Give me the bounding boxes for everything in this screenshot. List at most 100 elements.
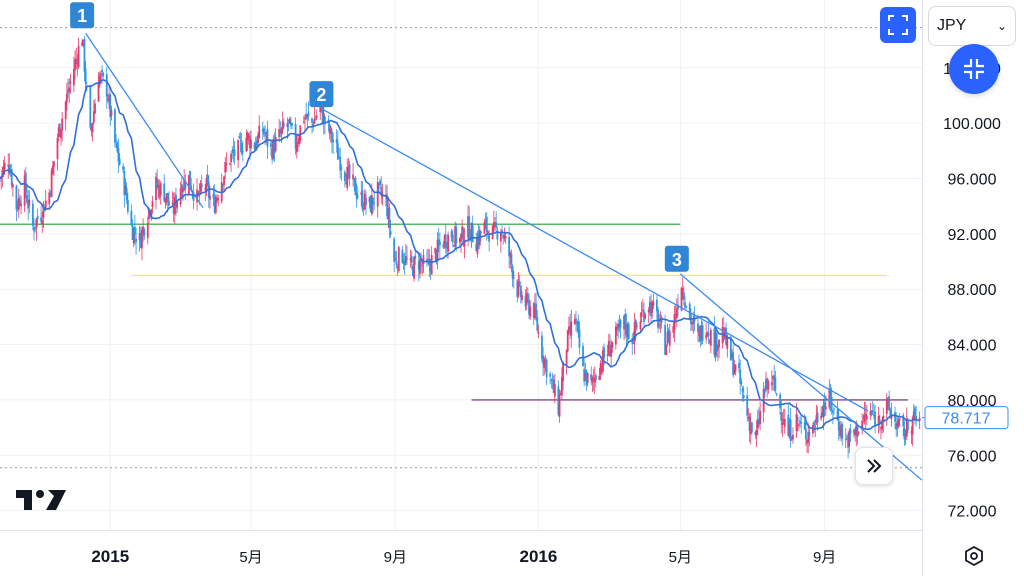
candle-body xyxy=(627,324,630,340)
candle-body xyxy=(553,384,556,397)
candle-body xyxy=(362,208,365,210)
candle-body xyxy=(705,334,708,339)
candle-body xyxy=(874,411,876,427)
candle-body xyxy=(573,319,576,324)
candle-body xyxy=(65,93,68,102)
candle-body xyxy=(675,308,678,319)
candle-body xyxy=(733,369,736,374)
candle-body xyxy=(890,414,893,419)
candle-body xyxy=(862,416,865,418)
candle-body xyxy=(346,166,349,189)
candle-body xyxy=(509,252,512,257)
candle-body xyxy=(699,326,702,342)
candle-body xyxy=(272,138,275,159)
candle-body xyxy=(747,417,750,419)
candle-body xyxy=(610,348,613,357)
candle-body xyxy=(681,288,684,291)
candle-body xyxy=(124,185,127,195)
candle-body xyxy=(667,330,670,343)
candle-body xyxy=(634,319,637,329)
tradingview-logo[interactable] xyxy=(16,488,68,517)
candle-body xyxy=(476,237,479,255)
candle-body xyxy=(709,330,712,346)
candle-body xyxy=(376,182,379,207)
candle-body xyxy=(614,326,617,345)
candle-body xyxy=(655,299,658,312)
time-tick-label: 2016 xyxy=(520,547,558,566)
candle-body xyxy=(766,378,769,389)
candle-body xyxy=(911,417,914,435)
candle-body xyxy=(404,256,407,263)
candle-body xyxy=(248,136,251,149)
candle-body xyxy=(641,309,644,312)
candle-body xyxy=(789,419,792,441)
candle-body xyxy=(370,195,373,214)
candle-body xyxy=(532,303,535,318)
candle-body xyxy=(665,345,668,356)
candle-body xyxy=(274,136,277,151)
candle-body xyxy=(207,182,210,198)
wave-marker-box xyxy=(664,245,689,272)
currency-select[interactable]: JPY ⌄ xyxy=(928,6,1016,46)
candle-body xyxy=(379,180,381,186)
candle-body xyxy=(339,157,342,171)
candle-body xyxy=(64,101,67,120)
candle-body xyxy=(290,122,292,126)
candle-body xyxy=(286,123,289,128)
candle-body xyxy=(265,132,268,135)
candle-body xyxy=(60,129,62,139)
candle-body xyxy=(389,231,392,235)
time-tick-label: 9月 xyxy=(813,549,836,566)
candle-body xyxy=(863,413,866,422)
candle-body xyxy=(840,424,842,437)
candle-body xyxy=(311,118,313,123)
candle-body xyxy=(132,228,135,244)
candle-body xyxy=(677,304,679,310)
fullscreen-button[interactable] xyxy=(880,7,916,43)
candle-body xyxy=(7,164,10,167)
candle-body xyxy=(666,331,669,344)
candle-body xyxy=(583,368,586,382)
candle-body xyxy=(31,203,34,226)
candle-body xyxy=(841,423,844,439)
candle-body xyxy=(26,194,28,203)
price-tick-label: 76.000 xyxy=(948,448,997,465)
candle-body xyxy=(714,332,717,357)
candle-body xyxy=(340,166,343,170)
candle-body xyxy=(889,409,892,416)
candle-body xyxy=(544,361,547,363)
candle-body xyxy=(848,430,851,447)
candle-body xyxy=(373,202,376,204)
time-axis[interactable]: 2015 5月 9月 2016 5月 9月 xyxy=(0,530,922,567)
candle-body xyxy=(844,439,847,441)
candle-body xyxy=(3,162,6,169)
collapse-button[interactable] xyxy=(949,44,999,94)
candle-body xyxy=(163,183,166,202)
candle-body xyxy=(101,69,103,73)
candle-body xyxy=(230,153,232,163)
candle-body xyxy=(76,59,79,65)
candle-body xyxy=(700,325,703,340)
candle-body xyxy=(165,193,168,200)
candle-body xyxy=(619,319,622,328)
candle-body xyxy=(387,208,390,219)
candle-body xyxy=(348,164,351,179)
candle-body xyxy=(354,177,357,195)
candle-body xyxy=(873,415,875,417)
candle-body xyxy=(50,170,53,198)
candle-body xyxy=(91,122,94,133)
candle-body xyxy=(504,236,507,239)
candle-body xyxy=(200,184,203,188)
candle-body xyxy=(529,306,532,317)
settings-button[interactable] xyxy=(960,542,988,570)
scroll-to-latest-button[interactable] xyxy=(855,447,893,485)
candle-body xyxy=(198,190,201,196)
candle-body xyxy=(271,148,274,160)
candle-body xyxy=(521,295,523,301)
candle-body xyxy=(135,238,137,243)
candle-body xyxy=(806,439,808,444)
candle-body xyxy=(787,415,790,436)
candle-body xyxy=(305,113,308,119)
candle-body xyxy=(617,323,620,330)
